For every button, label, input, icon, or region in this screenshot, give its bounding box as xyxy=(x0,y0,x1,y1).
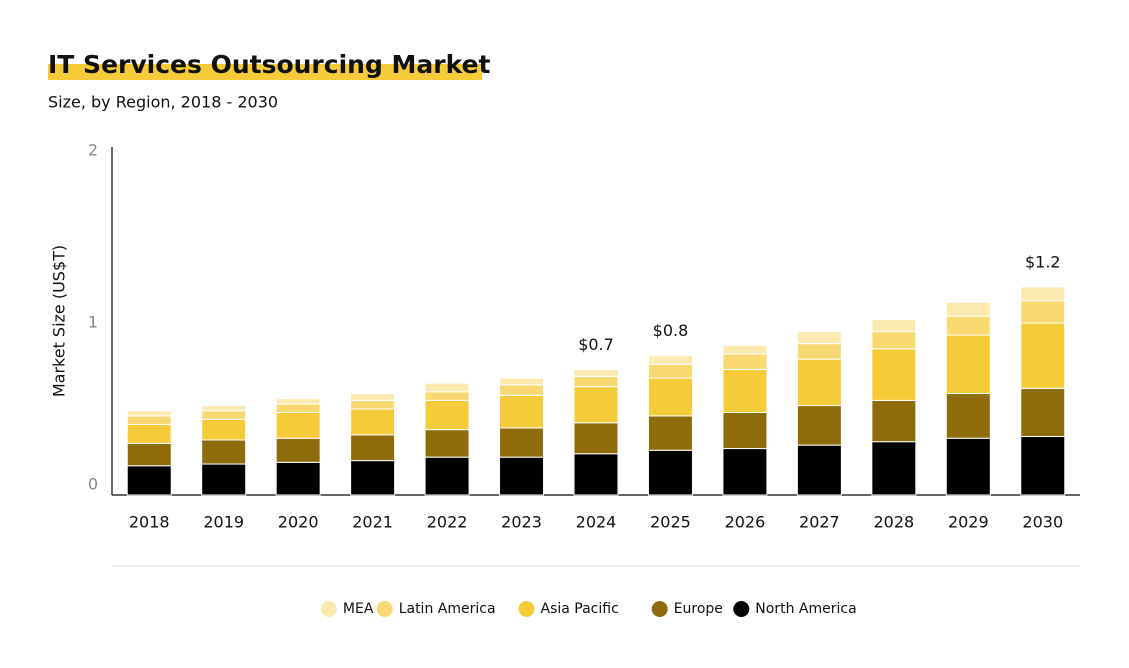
bar-segment xyxy=(945,301,991,317)
bar-segment xyxy=(275,398,321,405)
bar-segment xyxy=(647,415,693,451)
total-label: $1.2 xyxy=(1025,252,1061,271)
bar-segment xyxy=(796,358,842,407)
total-label: $0.8 xyxy=(653,321,689,340)
bar-segment xyxy=(499,377,545,386)
bar-segment xyxy=(350,460,396,496)
title-highlight xyxy=(48,64,482,80)
bar-segment xyxy=(201,405,247,412)
x-tick-label: 2026 xyxy=(725,513,766,532)
bar-segment xyxy=(722,411,768,450)
bar-segment xyxy=(945,334,991,395)
y-tick-label: 1 xyxy=(88,313,98,332)
bar-segment xyxy=(201,410,247,420)
bar-segment xyxy=(871,399,917,443)
x-tick-label: 2023 xyxy=(501,513,542,532)
bar-segment xyxy=(722,448,768,496)
x-tick-label: 2021 xyxy=(352,513,393,532)
bar-segment xyxy=(1020,300,1066,324)
bar-segment xyxy=(424,382,470,393)
bar-segment xyxy=(647,449,693,496)
x-tick-label: 2020 xyxy=(278,513,319,532)
bar-segment xyxy=(871,348,917,401)
legend-label: North America xyxy=(755,601,856,617)
y-axis-label: Market Size (US$T) xyxy=(50,245,69,397)
x-tick-label: 2028 xyxy=(873,513,914,532)
bar-segment xyxy=(573,422,619,455)
bar-segment xyxy=(126,410,172,417)
bar-segment xyxy=(796,343,842,360)
bar-segment xyxy=(871,441,917,496)
bar-segment xyxy=(945,315,991,336)
legend-label: MEA xyxy=(343,601,374,617)
bar-segment xyxy=(275,461,321,496)
bar-segment xyxy=(424,429,470,458)
bar-segment xyxy=(573,375,619,388)
bar-segment xyxy=(499,394,545,429)
bar-segment xyxy=(275,411,321,439)
legend-label: Latin America xyxy=(399,601,496,617)
bar-segment xyxy=(796,331,842,345)
x-tick-label: 2018 xyxy=(129,513,170,532)
chart-title: IT Services Outsourcing Market xyxy=(48,50,491,79)
bar-segment xyxy=(796,405,842,446)
bar-segment xyxy=(647,363,693,379)
bar-segment xyxy=(350,434,396,462)
x-tick-label: 2024 xyxy=(576,513,617,532)
bar-segment xyxy=(796,444,842,496)
bar-segment xyxy=(647,377,693,417)
bar-segment xyxy=(722,344,768,355)
bar-segment xyxy=(201,463,247,496)
bar-segment xyxy=(573,453,619,496)
bar-segment xyxy=(499,427,545,458)
legend-label: Asia Pacific xyxy=(541,601,619,617)
bar-segment xyxy=(275,403,321,413)
bar-segment xyxy=(573,386,619,424)
bar-segment xyxy=(424,456,470,496)
y-tick-label: 0 xyxy=(88,475,98,494)
y-tick-label: 2 xyxy=(88,141,98,160)
legend-label: Europe xyxy=(674,601,723,617)
legend-swatch xyxy=(651,601,668,617)
bar-segment xyxy=(424,391,470,401)
bar-segment xyxy=(350,408,396,436)
bar-segment xyxy=(1020,322,1066,389)
bar-segment xyxy=(126,423,172,444)
chart-subtitle: Size, by Region, 2018 - 2030 xyxy=(48,93,278,112)
bar-segment xyxy=(350,393,396,401)
legend-swatch xyxy=(320,601,337,617)
bar-segment xyxy=(871,319,917,333)
legend-swatch xyxy=(518,601,535,617)
bar-segment xyxy=(424,399,470,431)
bar-segment xyxy=(1020,436,1066,496)
bar-segment xyxy=(945,437,991,496)
bar-segment xyxy=(945,393,991,439)
bar-segment xyxy=(201,418,247,441)
x-tick-label: 2027 xyxy=(799,513,840,532)
x-tick-label: 2019 xyxy=(203,513,244,532)
bar-segment xyxy=(1020,286,1066,302)
bar-segment xyxy=(1020,387,1066,438)
bar-segment xyxy=(647,355,693,365)
bar-segment xyxy=(722,353,768,370)
total-label: $0.7 xyxy=(578,335,614,354)
x-tick-label: 2030 xyxy=(1022,513,1063,532)
bar-segment xyxy=(722,368,768,413)
bar-segment xyxy=(573,368,619,377)
bar-segment xyxy=(126,465,172,496)
x-tick-label: 2022 xyxy=(427,513,468,532)
bar-segment xyxy=(350,399,396,410)
bar-segment xyxy=(871,331,917,350)
legend-swatch xyxy=(376,601,393,617)
bar-segment xyxy=(126,415,172,425)
legend-swatch xyxy=(733,601,750,617)
x-tick-label: 2025 xyxy=(650,513,691,532)
bar-segment xyxy=(126,442,172,467)
bar-segment xyxy=(201,439,247,465)
x-tick-label: 2029 xyxy=(948,513,989,532)
bar-segment xyxy=(499,456,545,496)
bar-segment xyxy=(499,384,545,396)
bar-segment xyxy=(275,437,321,463)
